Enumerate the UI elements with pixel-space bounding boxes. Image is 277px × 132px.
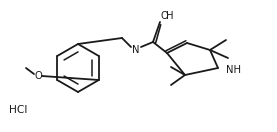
Text: N: N [132, 45, 140, 55]
Text: O: O [34, 71, 42, 81]
Text: O: O [160, 11, 168, 21]
Text: HCl: HCl [9, 105, 27, 115]
Text: NH: NH [226, 65, 241, 75]
Text: H: H [166, 11, 174, 21]
